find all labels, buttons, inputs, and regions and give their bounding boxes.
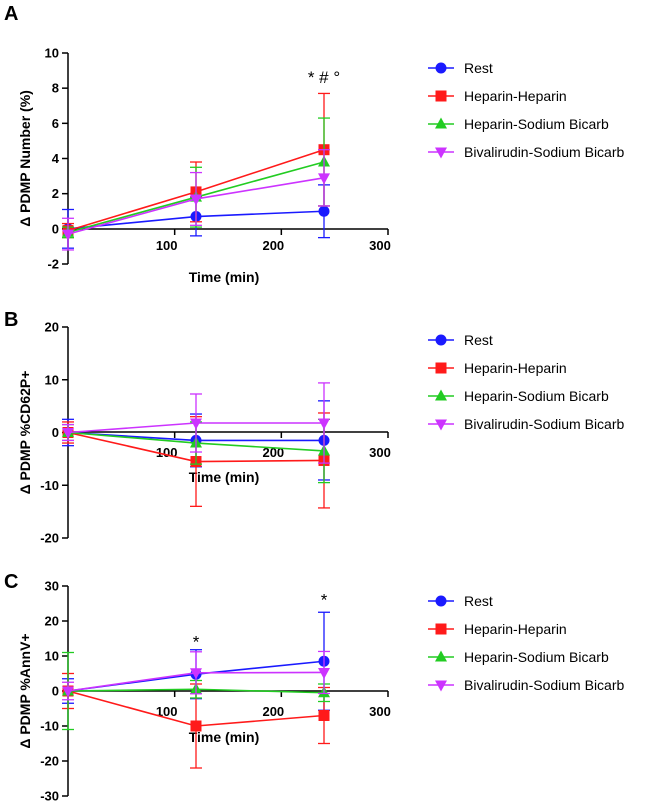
y-tick-label: 10 xyxy=(45,46,59,61)
legend-label: Bivalirudin-Sodium Bicarb xyxy=(464,677,625,693)
panel-letter: B xyxy=(4,309,18,331)
series-bivalirudin_sodium_bicarb xyxy=(62,149,330,251)
x-tick-label: 200 xyxy=(262,704,284,719)
y-tick-label: 0 xyxy=(52,425,59,440)
legend-entry: Heparin-Heparin xyxy=(428,88,567,104)
legend-entry: Rest xyxy=(428,60,493,76)
legend-label: Bivalirudin-Sodium Bicarb xyxy=(464,416,625,432)
legend-entry: Bivalirudin-Sodium Bicarb xyxy=(428,677,625,693)
legend-label: Rest xyxy=(464,332,493,348)
legend-marker xyxy=(435,419,447,431)
legend-marker xyxy=(435,117,447,129)
data-point xyxy=(190,194,202,206)
y-tick-label: 20 xyxy=(45,320,59,335)
x-axis-title: Time (min) xyxy=(189,269,260,285)
legend-entry: Rest xyxy=(428,593,493,609)
series-bivalirudin_sodium_bicarb xyxy=(62,382,330,464)
x-tick-label: 300 xyxy=(369,238,391,253)
data-point xyxy=(190,418,202,430)
legend-marker xyxy=(435,334,447,346)
legend-label: Heparin-Heparin xyxy=(464,88,567,104)
data-point xyxy=(318,710,330,721)
panel-letter: A xyxy=(4,3,18,25)
x-tick-label: 100 xyxy=(156,704,178,719)
legend-marker xyxy=(435,389,447,401)
legend-entry: Heparin-Sodium Bicarb xyxy=(428,116,609,132)
legend-entry: Heparin-Sodium Bicarb xyxy=(428,649,609,665)
legend-label: Heparin-Sodium Bicarb xyxy=(464,116,609,132)
y-tick-label: 8 xyxy=(52,81,59,96)
data-point xyxy=(62,428,74,439)
legend-entry: Rest xyxy=(428,332,493,348)
legend-label: Bivalirudin-Sodium Bicarb xyxy=(464,144,625,160)
y-tick-label: -30 xyxy=(40,789,59,804)
y-tick-label: -10 xyxy=(40,478,59,493)
x-axis-title: Time (min) xyxy=(189,469,260,485)
y-tick-label: 10 xyxy=(45,649,59,664)
legend-marker xyxy=(435,680,447,692)
legend-entry: Heparin-Heparin xyxy=(428,360,567,376)
legend-label: Heparin-Heparin xyxy=(464,360,567,376)
y-axis-title: Δ PDMP %AnnV+ xyxy=(17,633,33,748)
y-tick-label: 4 xyxy=(52,151,60,166)
y-axis-title: Δ PDMP %CD62P+ xyxy=(17,371,33,495)
legend-marker xyxy=(435,595,447,607)
y-tick-label: 0 xyxy=(52,684,59,699)
y-tick-label: 10 xyxy=(45,372,59,387)
series-bivalirudin_sodium_bicarb xyxy=(62,650,330,701)
x-axis-title: Time (min) xyxy=(189,729,260,745)
y-tick-label: 0 xyxy=(52,221,59,236)
data-point xyxy=(62,229,74,241)
legend-marker xyxy=(435,623,447,635)
y-tick-label: 2 xyxy=(52,186,59,201)
legend-label: Rest xyxy=(464,593,493,609)
data-point xyxy=(190,720,202,732)
legend-label: Rest xyxy=(464,60,493,76)
y-tick-label: 6 xyxy=(52,116,59,131)
data-point xyxy=(318,667,330,679)
legend-marker xyxy=(435,62,447,74)
legend-label: Heparin-Sodium Bicarb xyxy=(464,388,609,404)
y-tick-label: -20 xyxy=(40,531,59,546)
y-tick-label: 20 xyxy=(45,614,59,629)
legend-entry: Heparin-Sodium Bicarb xyxy=(428,388,609,404)
legend-marker xyxy=(435,362,447,374)
y-axis-title: Δ PDMP Number (%) xyxy=(17,90,33,227)
panel-letter: C xyxy=(4,571,18,593)
y-tick-label: 30 xyxy=(45,579,59,594)
data-point xyxy=(318,418,330,430)
data-point xyxy=(62,686,74,698)
legend-marker xyxy=(435,147,447,159)
panel-c: C -30 -20 -10 0 10 20 30 100 200 300 Time (min) Δ PD… xyxy=(4,571,625,804)
data-point xyxy=(318,173,330,185)
significance-annotation: * # ° xyxy=(308,68,340,87)
panel-a: A -2 0 2 4 6 8 10 100 200 300 Time (min) Δ PDMP Numb… xyxy=(4,3,625,285)
data-point xyxy=(190,668,202,680)
legend-label: Heparin-Sodium Bicarb xyxy=(464,649,609,665)
x-tick-label: 200 xyxy=(262,238,284,253)
significance-annotation: * xyxy=(321,590,328,609)
y-tick-label: -2 xyxy=(47,257,59,272)
legend-label: Heparin-Heparin xyxy=(464,621,567,637)
legend-marker xyxy=(435,650,447,662)
x-tick-label: 100 xyxy=(156,238,178,253)
legend-entry: Bivalirudin-Sodium Bicarb xyxy=(428,416,625,432)
significance-annotation: * xyxy=(193,632,200,651)
x-tick-label: 300 xyxy=(369,704,391,719)
legend-entry: Bivalirudin-Sodium Bicarb xyxy=(428,144,625,160)
y-tick-label: -20 xyxy=(40,754,59,769)
legend-marker xyxy=(435,90,447,102)
data-point xyxy=(318,205,330,217)
x-tick-label: 300 xyxy=(369,445,391,460)
legend-entry: Heparin-Heparin xyxy=(428,621,567,637)
y-tick-label: -10 xyxy=(40,719,59,734)
